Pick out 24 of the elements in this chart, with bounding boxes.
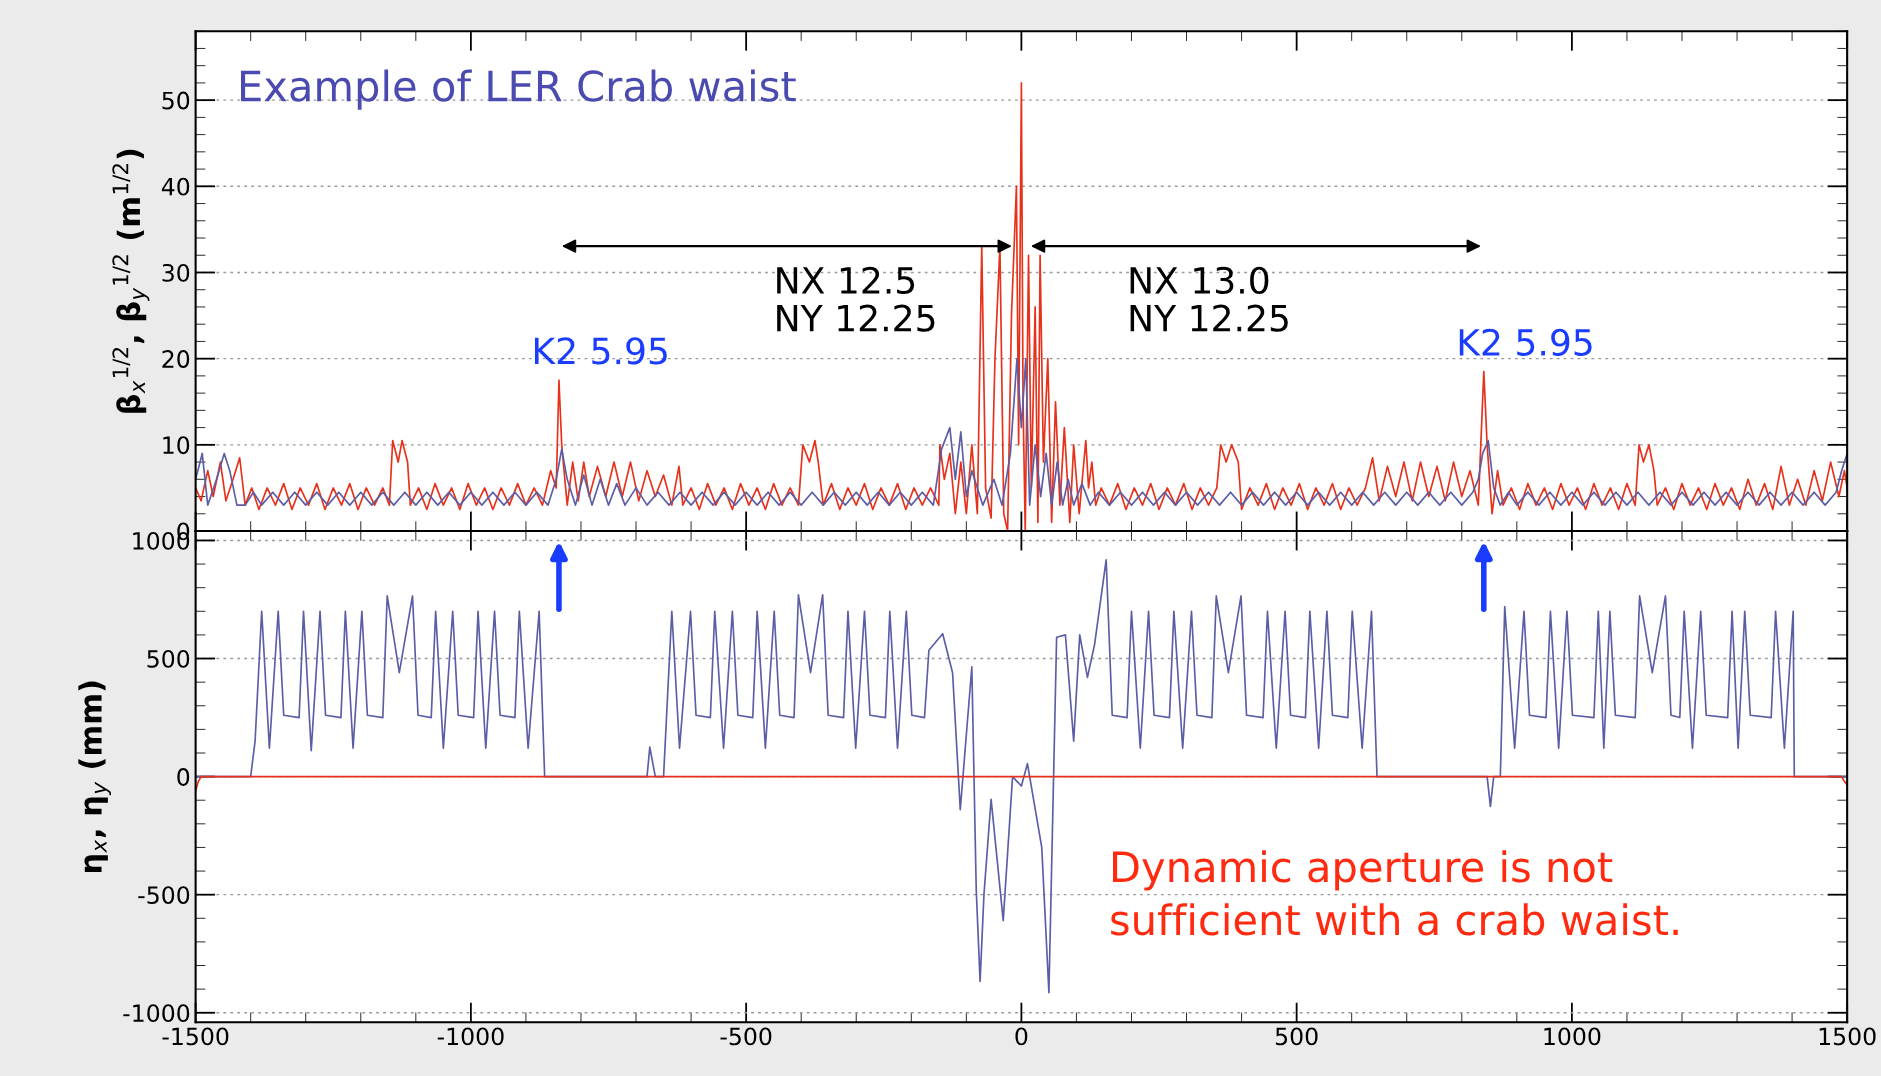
x-tick-label: -500 bbox=[720, 1027, 772, 1046]
x-tick-label: 1500 bbox=[1819, 1027, 1876, 1046]
y-tick-label: 40 bbox=[161, 177, 190, 196]
x-tick-label: -1000 bbox=[437, 1027, 504, 1046]
x-tick-label: 1000 bbox=[1544, 1027, 1601, 1046]
y-tick-label: 0 bbox=[177, 768, 190, 786]
x-tick-label: -1500 bbox=[162, 1027, 229, 1046]
x-tick-label: 500 bbox=[1275, 1027, 1318, 1046]
annotation: NX 13.0 NY 12.25 bbox=[1130, 266, 1288, 332]
text: Example of LER Crab waist bbox=[241, 69, 796, 110]
y-tick-label: 30 bbox=[162, 263, 190, 282]
annotation: K2 5.95 bbox=[1459, 328, 1592, 356]
y-tick-label: 20 bbox=[162, 350, 190, 368]
text: β$_{x}$$^{1/2}$, β$_{y}$$^{1/2}$ (m$^{1/2}$) bbox=[112, 149, 150, 413]
y-tick-label: 500 bbox=[147, 649, 190, 668]
x-tick-label: 0 bbox=[1015, 1027, 1028, 1046]
y-tick-label: 10 bbox=[163, 436, 190, 455]
annotation: K2 5.95 bbox=[534, 337, 667, 365]
y-tick-label: 50 bbox=[162, 91, 190, 110]
y-tick-label: -1000 bbox=[123, 1004, 190, 1023]
annotation: Dynamic aperture is not sufficient with a crab waist. bbox=[1111, 850, 1678, 936]
y-axis-title: η$_{x}$, η$_{y}$ (mm) bbox=[78, 681, 111, 872]
annotation: NX 12.5 NY 12.25 bbox=[777, 266, 935, 332]
y-tick-label: -500 bbox=[138, 886, 190, 904]
